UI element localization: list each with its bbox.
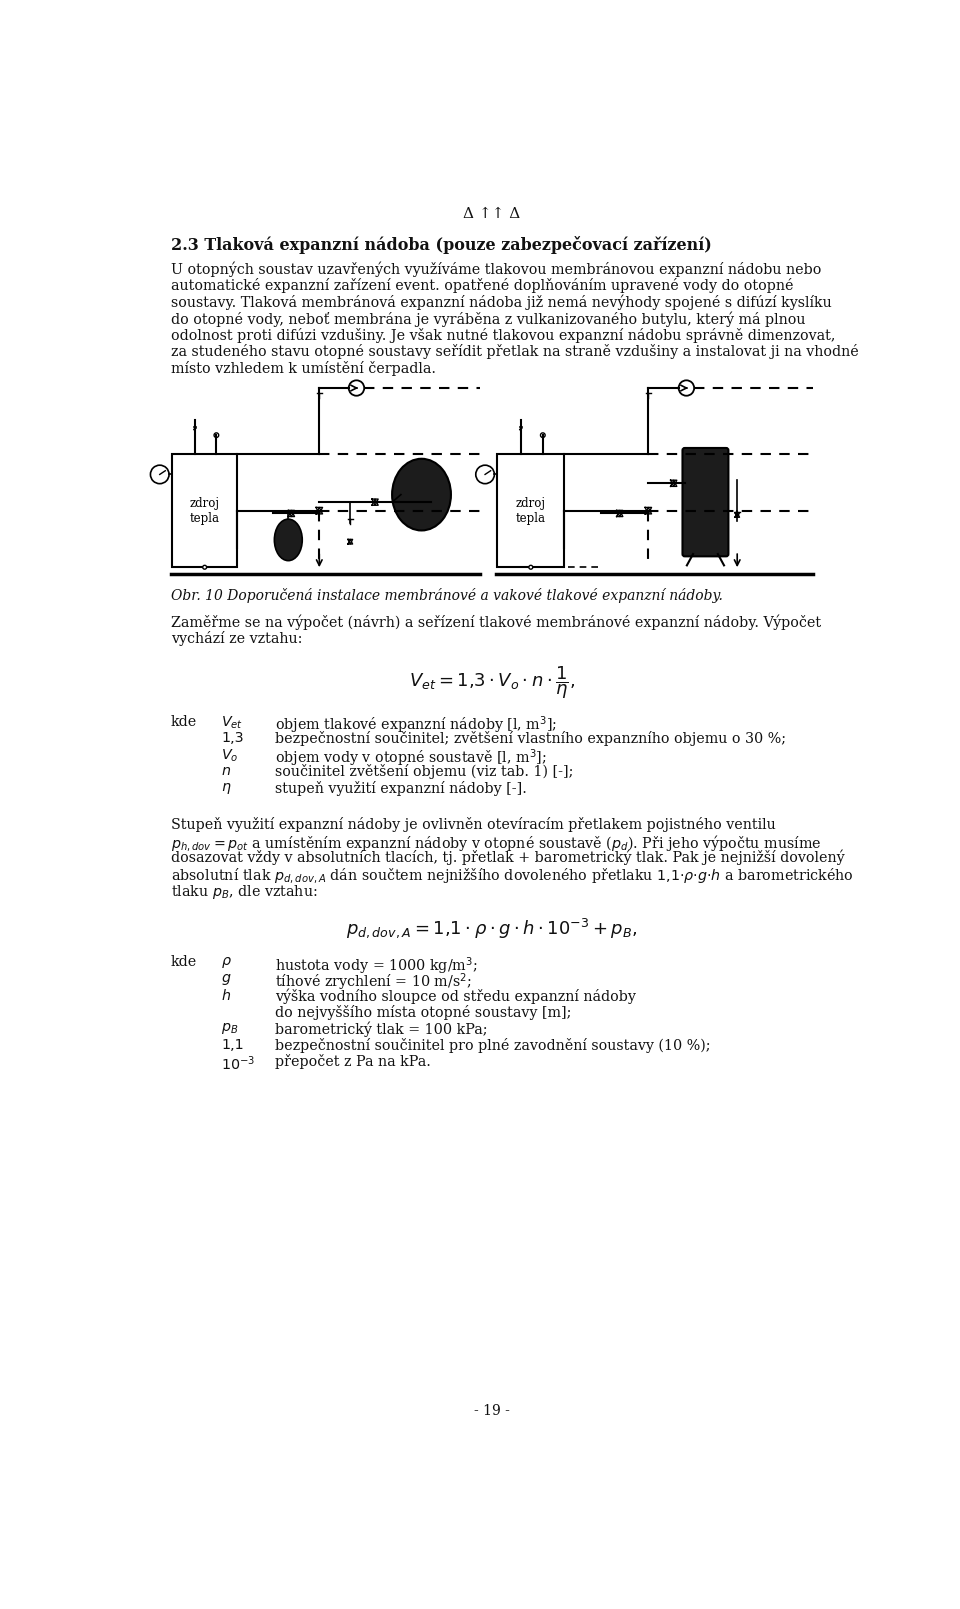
Text: $p_B$: $p_B$	[221, 1022, 238, 1036]
Text: $V_{et} = 1{,}3 \cdot V_o \cdot n \cdot \dfrac{1}{\eta},$: $V_{et} = 1{,}3 \cdot V_o \cdot n \cdot …	[409, 665, 575, 702]
Text: zdroj
tepla: zdroj tepla	[516, 497, 546, 525]
Text: kde: kde	[171, 714, 197, 729]
Text: místo vzhledem k umístění čerpadla.: místo vzhledem k umístění čerpadla.	[171, 360, 436, 377]
Text: 1,3: 1,3	[221, 732, 244, 745]
Text: - 19 -: - 19 -	[474, 1405, 510, 1418]
Text: $g$: $g$	[221, 972, 231, 986]
Text: $h$: $h$	[221, 988, 231, 1002]
Text: $10^{-3}$: $10^{-3}$	[221, 1054, 255, 1073]
Text: hustota vody = 1000 kg/m$^3$;: hustota vody = 1000 kg/m$^3$;	[276, 956, 478, 977]
Text: $n$: $n$	[221, 764, 231, 779]
Circle shape	[540, 433, 545, 438]
Text: tíhové zrychlení = 10 m/s$^2$;: tíhové zrychlení = 10 m/s$^2$;	[276, 972, 472, 993]
Text: 1,1: 1,1	[221, 1038, 244, 1052]
Text: Δ ↑↑ Δ: Δ ↑↑ Δ	[464, 208, 520, 220]
Text: 2.3 Tlaková expanzní nádoba (pouze zabezpečovací zařízení): 2.3 Tlaková expanzní nádoba (pouze zabez…	[171, 237, 711, 254]
Text: Obr. 10 Doporučená instalace membránové a vakové tlakové expanzní nádoby.: Obr. 10 Doporučená instalace membránové …	[171, 587, 723, 603]
Text: zdroj
tepla: zdroj tepla	[190, 497, 220, 525]
Text: U otopných soustav uzavřených využíváme tlakovou membránovou expanzní nádobu neb: U otopných soustav uzavřených využíváme …	[171, 262, 821, 277]
Text: výška vodního sloupce od středu expanzní nádoby: výška vodního sloupce od středu expanzní…	[276, 988, 636, 1004]
Circle shape	[151, 465, 169, 484]
Text: vychází ze vztahu:: vychází ze vztahu:	[171, 631, 302, 647]
Text: $p_{d,dov,A} = 1{,}1 \cdot \rho \cdot g \cdot h \cdot 10^{-3} + p_B,$: $p_{d,dov,A} = 1{,}1 \cdot \rho \cdot g …	[347, 917, 637, 940]
Text: barometrický tlak = 100 kPa;: barometrický tlak = 100 kPa;	[276, 1022, 488, 1036]
Circle shape	[529, 565, 533, 570]
Text: absolutní tlak $p_{d,dov,A}$ dán součtem nejnižšího dovoleného přetlaku $1{,}1{\: absolutní tlak $p_{d,dov,A}$ dán součtem…	[171, 866, 853, 885]
FancyBboxPatch shape	[683, 447, 729, 557]
Bar	[172, 454, 237, 568]
Text: bezpečnostní součinitel pro plné zavodnění soustavy (10 %);: bezpečnostní součinitel pro plné zavodně…	[276, 1038, 710, 1052]
Text: $p_{h,dov} = p_{ot}$ a umístěním expanzní nádoby v otopné soustavě ($p_d$). Při : $p_{h,dov} = p_{ot}$ a umístěním expanzn…	[171, 833, 821, 853]
Text: Stupeň využití expanzní nádoby je ovlivněn otevíracím přetlakem pojistného venti: Stupeň využití expanzní nádoby je ovlivn…	[171, 817, 776, 832]
Text: soustavy. Tlaková membránová expanzní nádoba již nemá nevýhody spojené s difúzí : soustavy. Tlaková membránová expanzní ná…	[171, 294, 831, 311]
Text: objem tlakové expanzní nádoby [l, m$^3$];: objem tlakové expanzní nádoby [l, m$^3$]…	[276, 714, 558, 737]
Text: objem vody v otopné soustavě [l, m$^3$];: objem vody v otopné soustavě [l, m$^3$];	[276, 748, 547, 769]
Text: do otopné vody, neboť membrána je vyráběna z vulkanizovaného butylu, který má pl: do otopné vody, neboť membrána je vyrábě…	[171, 311, 805, 327]
Text: do nejvyššího místa otopné soustavy [m];: do nejvyššího místa otopné soustavy [m];	[276, 1004, 572, 1020]
Text: $\rho$: $\rho$	[221, 956, 232, 970]
Ellipse shape	[392, 459, 451, 531]
Text: $\eta$: $\eta$	[221, 780, 231, 796]
Text: Zaměřme se na výpočet (návrh) a seřízení tlakové membránové expanzní nádoby. Výp: Zaměřme se na výpočet (návrh) a seřízení…	[171, 615, 821, 631]
Text: $V_{et}$: $V_{et}$	[221, 714, 243, 730]
Text: kde: kde	[171, 956, 197, 969]
Text: automatické expanzní zařízení event. opatřené doplňováním upravené vody do otopn: automatické expanzní zařízení event. opa…	[171, 278, 793, 293]
Text: odolnost proti difúzi vzdušiny. Je však nutné tlakovou expanzní nádobu správně d: odolnost proti difúzi vzdušiny. Je však …	[171, 328, 835, 343]
Text: tlaku $p_B$, dle vztahu:: tlaku $p_B$, dle vztahu:	[171, 883, 317, 901]
Circle shape	[214, 433, 219, 438]
Text: $V_o$: $V_o$	[221, 748, 238, 764]
Ellipse shape	[275, 520, 302, 560]
Text: stupeň využití expanzní nádoby [-].: stupeň využití expanzní nádoby [-].	[276, 780, 527, 796]
Text: dosazovat vždy v absolutních tlacích, tj. přetlak + barometrický tlak. Pak je ne: dosazovat vždy v absolutních tlacích, tj…	[171, 850, 844, 866]
Circle shape	[476, 465, 494, 484]
Text: za studeného stavu otopné soustavy seřídit přetlak na straně vzdušiny a instalov: za studeného stavu otopné soustavy seříd…	[171, 344, 858, 359]
Bar	[497, 454, 564, 568]
Circle shape	[679, 380, 694, 396]
Circle shape	[203, 565, 206, 570]
Circle shape	[348, 380, 364, 396]
Text: bezpečnostní součinitel; zvětšení vlastního expanzního objemu o 30 %;: bezpečnostní součinitel; zvětšení vlastn…	[276, 732, 786, 747]
Text: součinitel zvětšení objemu (viz tab. 1) [-];: součinitel zvětšení objemu (viz tab. 1) …	[276, 764, 574, 779]
Text: přepočet z Pa na kPa.: přepočet z Pa na kPa.	[276, 1054, 431, 1070]
